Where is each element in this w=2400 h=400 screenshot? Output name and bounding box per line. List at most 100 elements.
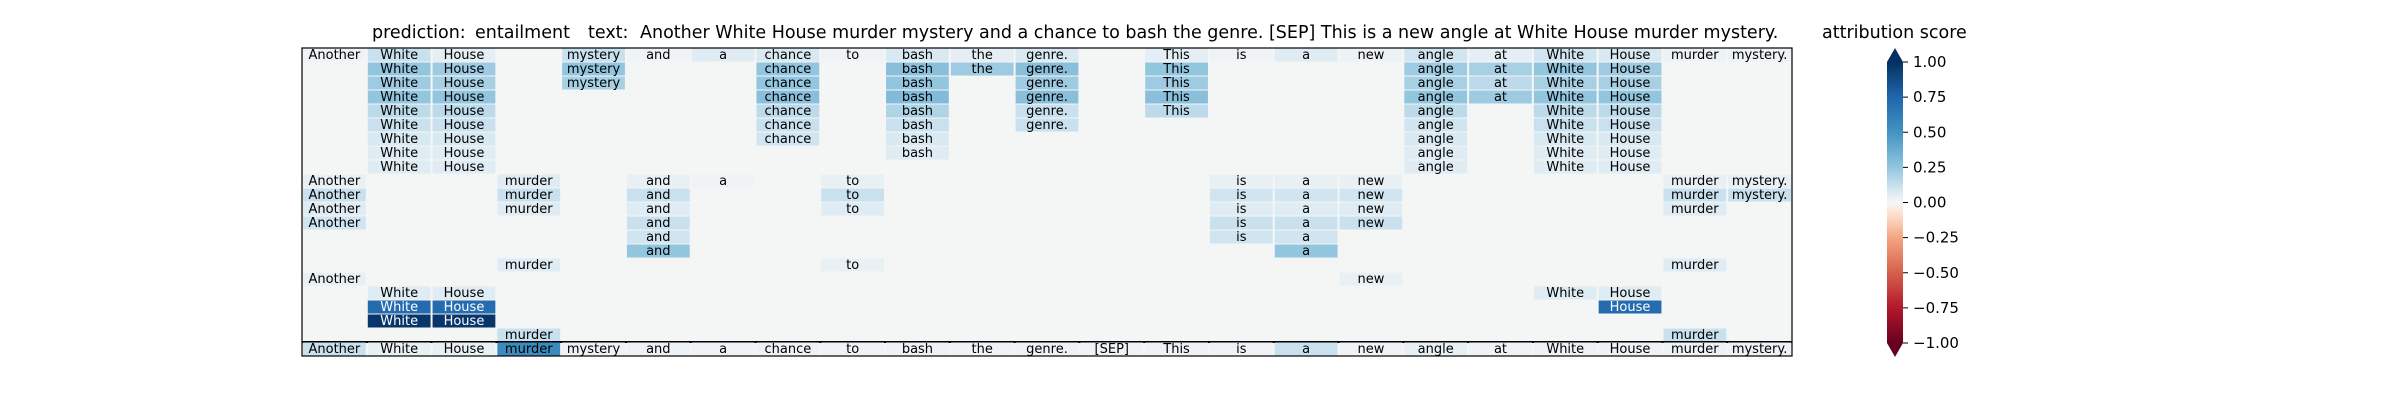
attention-row-3-cell <box>367 90 431 104</box>
attention-row-0-token-label: House <box>1610 48 1651 63</box>
attention-row-6-token-label: White <box>380 132 418 147</box>
attention-row-4-token-label: House <box>1610 104 1651 119</box>
attention-row-16-cell <box>1339 272 1403 286</box>
attention-row-14-cell <box>1274 244 1338 258</box>
attention-row-19-token-label: White <box>380 314 418 329</box>
attention-row-2-cell <box>756 76 820 90</box>
input-row-token-label: mystery <box>567 342 621 357</box>
attention-row-5-cell <box>756 118 820 132</box>
attention-row-3-cell <box>1598 90 1662 104</box>
attention-row-9-cell <box>1728 174 1791 188</box>
attention-row-4-cell <box>1533 104 1597 118</box>
attention-row-4-token-label: genre. <box>1026 104 1068 119</box>
attention-row-0-cell <box>1339 48 1403 62</box>
attention-row-0-cell <box>821 48 885 62</box>
input-row-cell <box>1663 342 1727 356</box>
input-row-cell <box>886 342 949 356</box>
attention-row-9-cell <box>691 174 755 188</box>
attention-row-9-token-label: is <box>1236 174 1247 189</box>
attention-row-2-token-label: White <box>380 76 418 91</box>
attention-row-9-token-label: to <box>846 174 859 189</box>
input-row-token-label: [SEP] <box>1095 342 1129 357</box>
attention-row-11-token-label: murder <box>505 202 553 217</box>
attention-row-9-token-label: Another <box>309 174 361 189</box>
attention-row-15-token-label: to <box>846 258 859 273</box>
attention-row-8-cell <box>1533 160 1597 174</box>
attention-row-0-token-label: the <box>972 48 993 63</box>
attention-row-13-token-label: is <box>1236 230 1247 245</box>
attention-row-2-cell <box>1533 76 1597 90</box>
attention-row-0-token-label: at <box>1494 48 1507 63</box>
attention-row-5-token-label: bash <box>902 118 933 133</box>
input-row-cell <box>367 342 431 356</box>
attention-row-1-token-label: White <box>1546 62 1584 77</box>
attention-row-2-token-label: angle <box>1418 76 1454 91</box>
attention-row-4-token-label: This <box>1162 104 1190 119</box>
attention-row-6-cell <box>1533 132 1597 146</box>
attention-row-3-token-label: House <box>1610 90 1651 105</box>
attention-row-9-token-label: new <box>1357 174 1384 189</box>
attention-row-2-cell <box>432 76 496 90</box>
attention-row-5-cell <box>886 118 949 132</box>
attention-row-1-cell <box>432 62 496 76</box>
attention-row-2-token-label: House <box>444 76 485 91</box>
attention-row-3-token-label: angle <box>1418 90 1454 105</box>
attention-row-9-cell <box>626 174 690 188</box>
attention-row-4-cell <box>756 104 820 118</box>
attention-row-4-token-label: angle <box>1418 104 1454 119</box>
attention-row-0-cell <box>1663 48 1727 62</box>
attention-row-15-cell <box>821 258 885 272</box>
attention-row-3-token-label: bash <box>902 90 933 105</box>
attention-row-2-token-label: White <box>1546 76 1584 91</box>
input-row-cell <box>432 342 496 356</box>
attention-row-10-token-label: murder <box>1671 188 1719 203</box>
attention-row-11-token-label: Another <box>309 202 361 217</box>
attention-row-0-cell <box>1015 48 1079 62</box>
attention-row-9-cell <box>821 174 885 188</box>
attention-row-10-cell <box>1339 188 1403 202</box>
attention-row-0-token-label: a <box>1302 48 1310 63</box>
attention-row-12-cell <box>303 216 366 230</box>
attention-row-14-cell <box>626 244 690 258</box>
attention-row-12-token-label: a <box>1302 216 1310 231</box>
colorbar-tick-label: 0.25 <box>1913 158 1946 176</box>
attention-row-10-token-label: murder <box>505 188 553 203</box>
input-row-token-label: genre. <box>1026 342 1068 357</box>
input-row-token-label: the <box>972 342 993 357</box>
attention-row-12-cell <box>1339 216 1403 230</box>
attention-row-2-cell <box>1404 76 1468 90</box>
attention-row-7-cell <box>1533 146 1597 160</box>
attention-row-15-cell <box>497 258 561 272</box>
attention-row-4-token-label: White <box>380 104 418 119</box>
attention-row-4-token-label: chance <box>764 104 811 119</box>
attention-row-1-cell <box>1404 62 1468 76</box>
input-row-cell <box>562 342 625 356</box>
attention-row-1-token-label: angle <box>1418 62 1454 77</box>
attention-row-0-cell <box>562 48 625 62</box>
colorbar-min-arrow <box>1887 343 1903 357</box>
chart-title: prediction: entailment text: Another Whi… <box>0 22 2400 44</box>
attention-row-2-token-label: This <box>1162 76 1190 91</box>
attention-row-6-token-label: House <box>1610 132 1651 147</box>
attention-row-1-token-label: chance <box>764 62 811 77</box>
attention-row-5-cell <box>1015 118 1079 132</box>
attention-row-4-cell <box>886 104 949 118</box>
attention-row-7-token-label: House <box>444 146 485 161</box>
input-row-token-label: Another <box>309 342 361 357</box>
attention-row-3-cell <box>432 90 496 104</box>
attention-row-17-cell <box>367 286 431 300</box>
attention-row-0-token-label: This <box>1162 48 1190 63</box>
attention-row-4-cell <box>1598 104 1662 118</box>
attention-row-0-cell <box>1533 48 1597 62</box>
attention-row-2-cell <box>562 76 625 90</box>
attention-row-6-cell <box>432 132 496 146</box>
attention-row-0-cell <box>1209 48 1273 62</box>
input-row-cell <box>950 342 1014 356</box>
attention-row-0-token-label: a <box>719 48 727 63</box>
attention-row-1-token-label: genre. <box>1026 62 1068 77</box>
attention-row-12-cell <box>1274 216 1338 230</box>
colorbar-tick-label: 0.75 <box>1913 88 1946 106</box>
input-row-token-label: House <box>1610 342 1651 357</box>
attention-row-13-cell <box>626 230 690 244</box>
attention-row-7-cell <box>367 146 431 160</box>
